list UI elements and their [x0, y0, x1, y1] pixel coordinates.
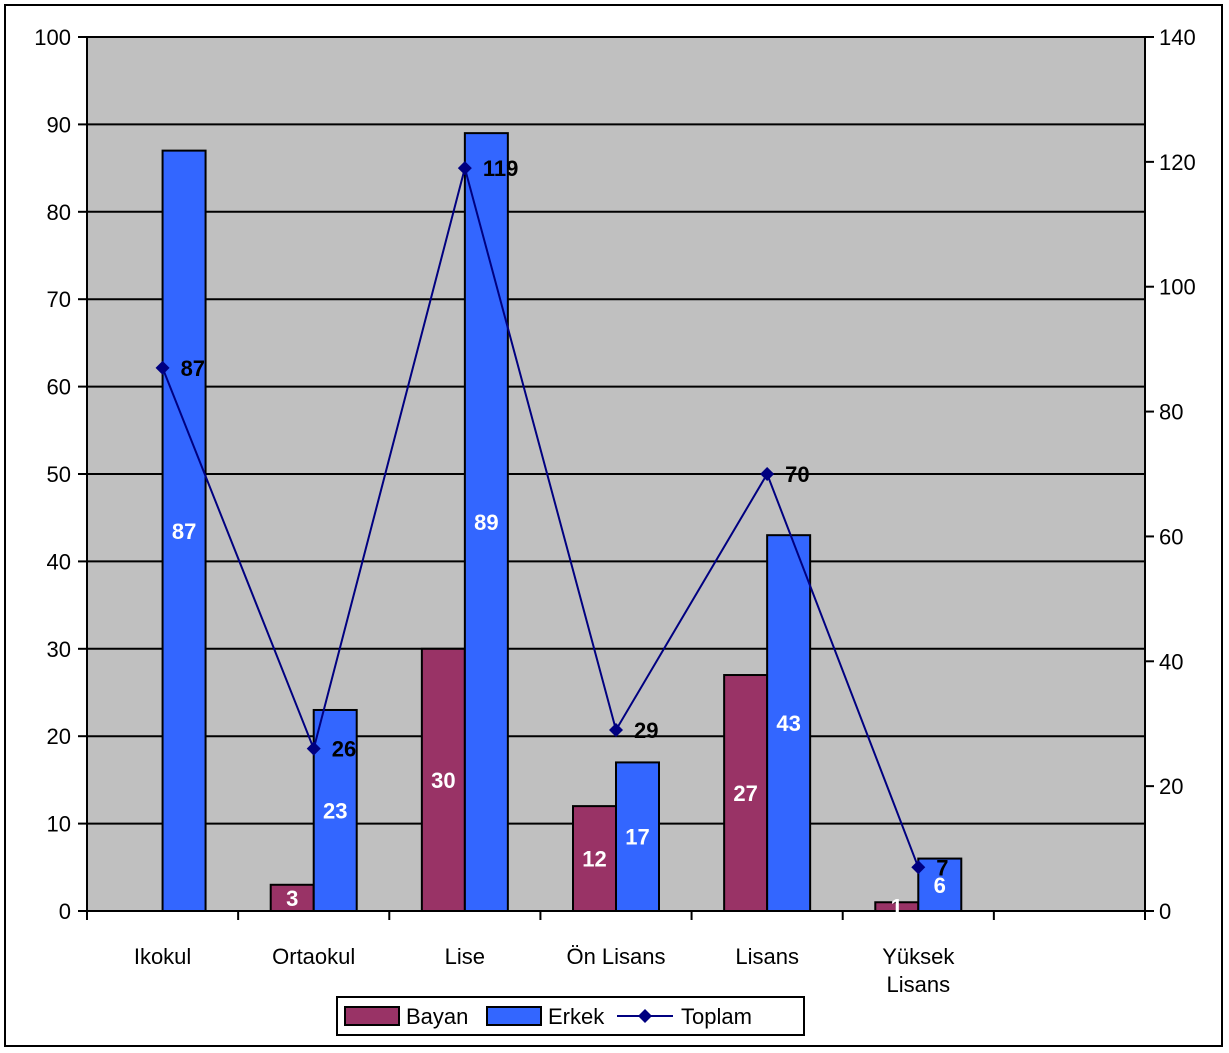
bar-bayan: [420, 647, 466, 912]
bar-erkek: [917, 857, 963, 912]
right-tick-label: 100: [1159, 275, 1196, 300]
legend-marker: [638, 1009, 652, 1023]
line-toplam: [161, 164, 920, 868]
bar-erkek: [161, 149, 207, 912]
bar-label-erkek: 87: [172, 519, 196, 544]
left-tick-label: 100: [34, 25, 71, 50]
right-tick-label: 40: [1159, 649, 1183, 674]
line-label: 7: [936, 855, 948, 880]
left-tick-label: 0: [59, 899, 71, 924]
category-label: Ortaokul: [272, 944, 355, 969]
bar-label-erkek: 89: [474, 510, 498, 535]
right-tick-label: 0: [1159, 899, 1171, 924]
category-label: Ön Lisans: [566, 944, 665, 969]
legend-label-erkek: Erkek: [548, 1004, 605, 1029]
line-marker: [457, 161, 472, 176]
right-tick-label: 120: [1159, 150, 1196, 175]
line-label: 29: [634, 718, 658, 743]
line-label: 70: [785, 462, 809, 487]
right-tick-label: 60: [1159, 524, 1183, 549]
line-marker: [155, 360, 170, 375]
bar-label-bayan: 27: [733, 781, 757, 806]
bar-bayan: [723, 674, 769, 913]
bar-label-erkek: 6: [934, 873, 946, 898]
line-marker: [760, 467, 775, 481]
right-tick-label: 80: [1159, 400, 1183, 425]
left-tick-label: 90: [47, 112, 71, 137]
line-marker: [911, 860, 926, 875]
left-tick-label: 80: [47, 200, 71, 225]
line-label: 87: [181, 356, 205, 381]
category-label: Lisans: [886, 972, 950, 997]
bar-label-bayan: 12: [582, 847, 606, 872]
bar-label-bayan: 1: [891, 895, 903, 920]
left-tick-label: 20: [47, 724, 71, 749]
bar-label-erkek: 43: [776, 711, 800, 736]
bar-label-erkek: 17: [625, 825, 649, 850]
left-tick-label: 50: [47, 462, 71, 487]
line-marker: [306, 741, 321, 756]
legend-label-toplam: Toplam: [681, 1004, 752, 1029]
legend: [336, 996, 805, 1036]
bar-bayan: [572, 805, 617, 912]
legend-label-bayan: Bayan: [406, 1004, 468, 1029]
line-label: 26: [332, 737, 356, 762]
category-label: Lisans: [735, 944, 799, 969]
left-tick-label: 40: [47, 549, 71, 574]
left-tick-label: 60: [47, 375, 71, 400]
legend-swatch-bayan: [344, 1006, 400, 1026]
bar-label-bayan: 3: [286, 886, 298, 911]
line-marker: [609, 722, 623, 737]
bar-label-erkek: 23: [323, 798, 347, 823]
right-tick-label: 140: [1159, 25, 1196, 50]
left-tick-label: 70: [47, 287, 71, 312]
bar-erkek: [463, 132, 509, 912]
category-label: Ikokul: [134, 944, 191, 969]
bar-label-bayan: 30: [431, 768, 455, 793]
category-label: Yüksek: [882, 944, 955, 969]
line-label: 119: [483, 156, 519, 181]
bar-erkek: [312, 708, 358, 912]
category-label: Lise: [445, 944, 485, 969]
bar-erkek: [615, 761, 660, 912]
bar-erkek: [766, 534, 812, 912]
left-tick-label: 10: [47, 812, 71, 837]
left-tick-label: 30: [47, 637, 71, 662]
legend-swatch-erkek: [486, 1006, 542, 1026]
right-tick-label: 20: [1159, 774, 1183, 799]
